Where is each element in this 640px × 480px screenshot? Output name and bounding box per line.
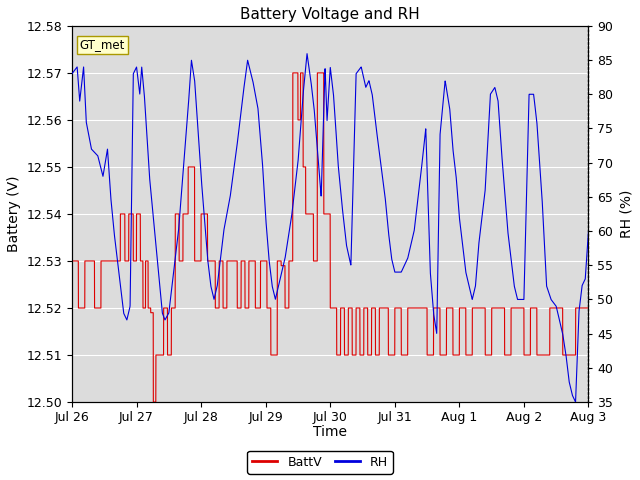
- Text: GT_met: GT_met: [80, 38, 125, 51]
- Legend: BattV, RH: BattV, RH: [248, 451, 392, 474]
- Y-axis label: RH (%): RH (%): [619, 190, 633, 238]
- Y-axis label: Battery (V): Battery (V): [7, 176, 21, 252]
- X-axis label: Time: Time: [313, 425, 348, 440]
- Title: Battery Voltage and RH: Battery Voltage and RH: [241, 7, 420, 22]
